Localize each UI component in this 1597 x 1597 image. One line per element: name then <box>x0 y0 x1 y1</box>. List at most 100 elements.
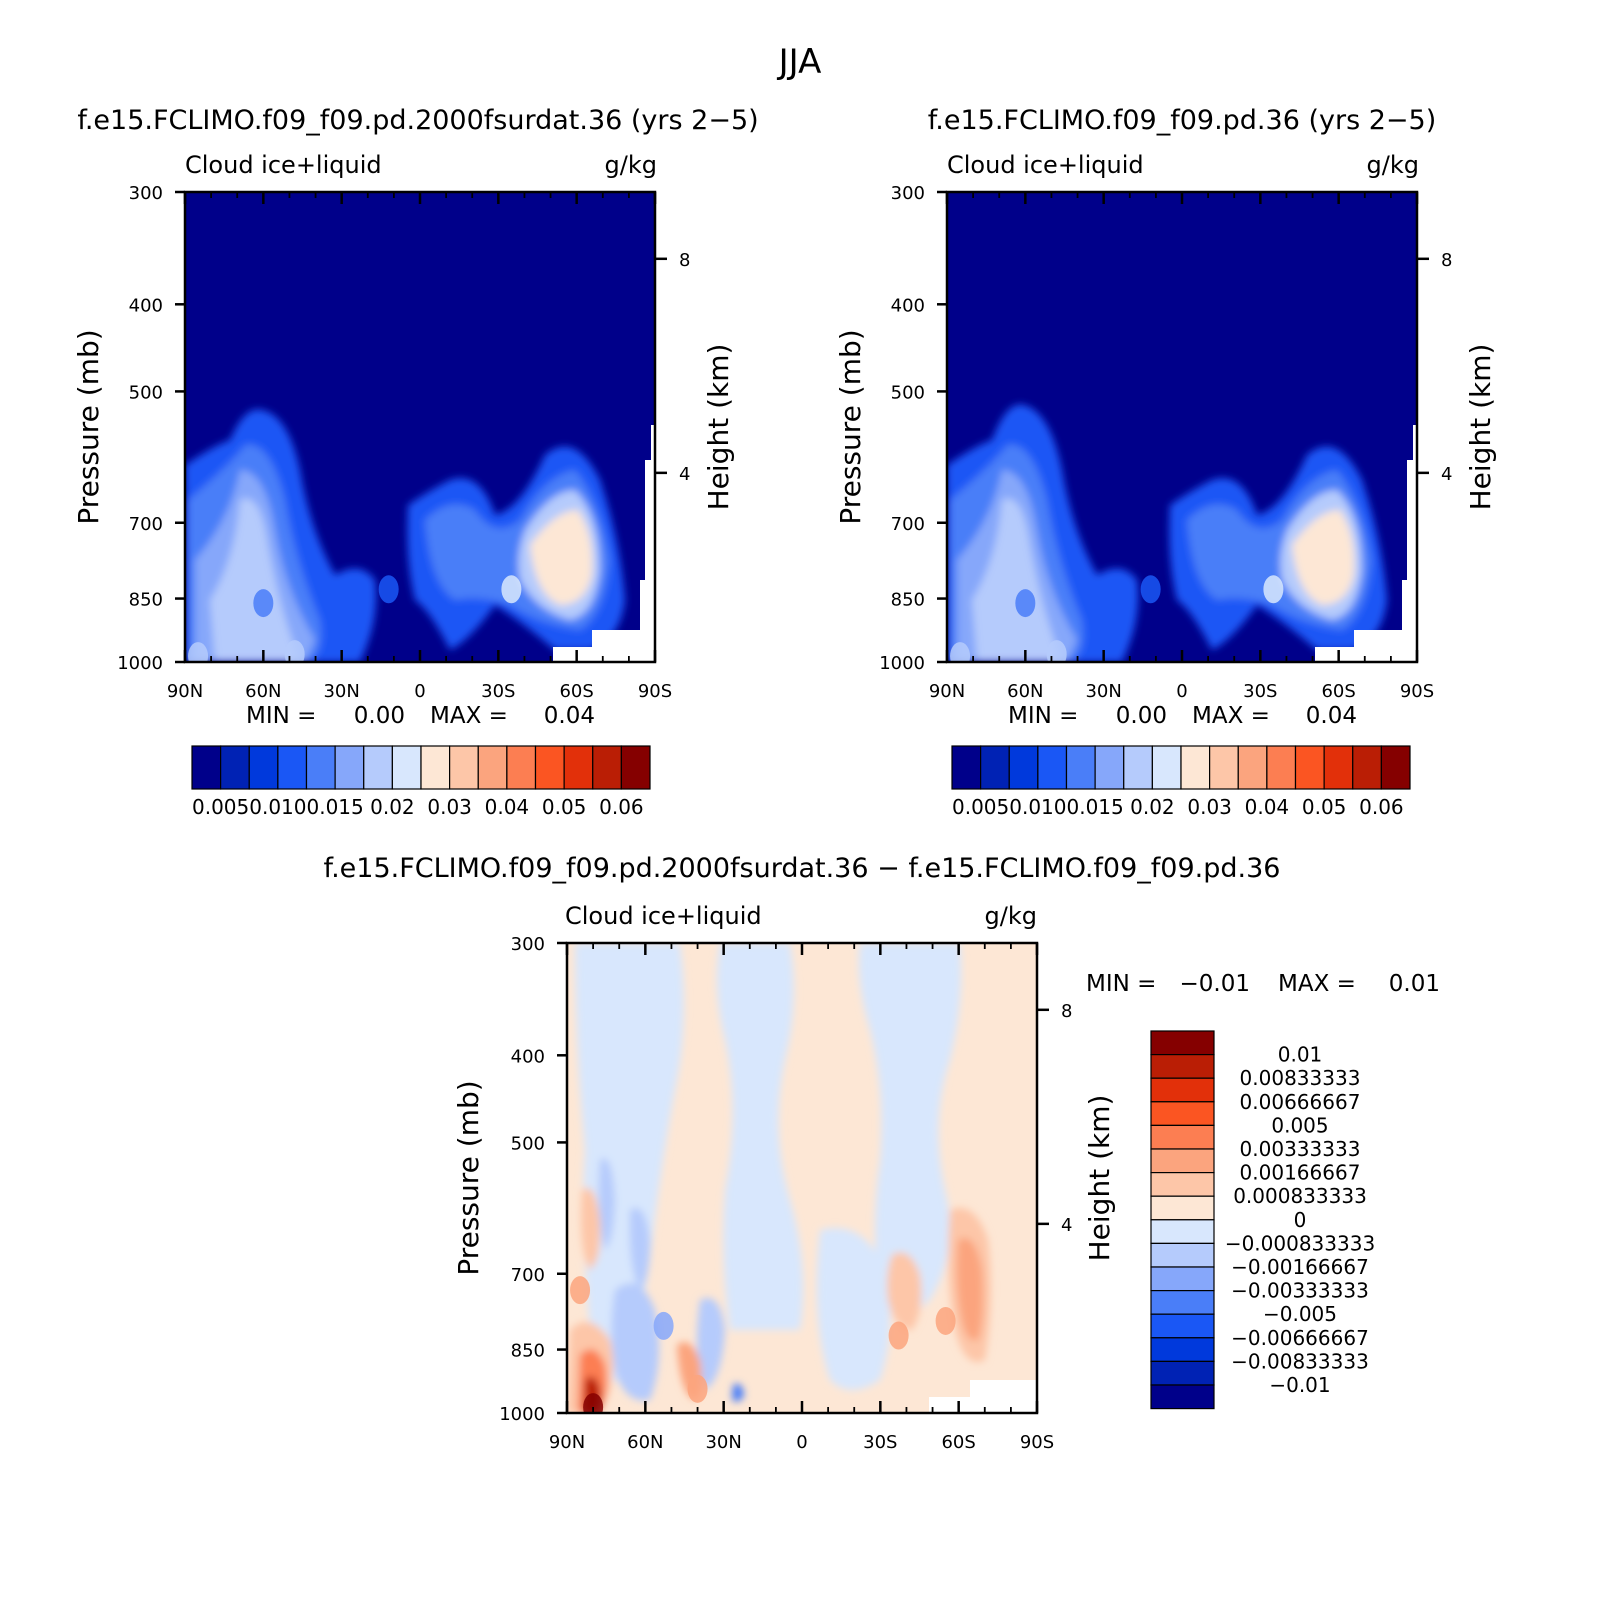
colorbar-swatch <box>363 745 393 790</box>
x-tick-label: 90N <box>549 1432 585 1453</box>
x-tick-label: 30S <box>1243 681 1277 702</box>
y-tick-label: 850 <box>511 1341 545 1362</box>
x-tick-label: 90N <box>167 681 203 702</box>
colorbar-swatch <box>1065 745 1096 790</box>
y-tick-label: 1000 <box>117 653 163 674</box>
contour-nh-core <box>972 498 1062 662</box>
x-tick-label: 90S <box>1400 681 1434 702</box>
x-tick-label: 30S <box>863 1432 897 1453</box>
data-marks <box>570 1276 956 1413</box>
x-tick-label: 60N <box>627 1432 663 1453</box>
y2-tick-label: 8 <box>679 250 690 271</box>
y2-axis-title: Height (km) <box>702 344 735 511</box>
colorbar-swatch <box>1151 745 1182 790</box>
colorbar-vertical: 0.010.008333330.006666670.0050.003333330… <box>1150 1030 1375 1410</box>
colorbar-swatch <box>1209 745 1239 790</box>
data-feature <box>888 1321 909 1350</box>
colorbar-swatch <box>980 745 1010 790</box>
y-tick-label: 400 <box>891 295 925 316</box>
y2-tick-label: 4 <box>679 464 690 485</box>
colorbar-swatch <box>592 745 622 790</box>
colorbar-label: 0.01 <box>1278 1043 1323 1067</box>
colorbar-swatch <box>1323 745 1354 790</box>
panel-top-right: f.e15.FCLIMO.f09_f09.pd.36 (yrs 2−5) Clo… <box>834 105 1497 819</box>
data-feature <box>583 1393 604 1413</box>
data-feature <box>570 1276 591 1305</box>
variable-label: Cloud ice+liquid <box>947 151 1144 179</box>
colorbar-label: −0.00666667 <box>1231 1326 1369 1350</box>
y-axis-title: Pressure (mb) <box>72 329 105 524</box>
colorbar-label: 0.06 <box>599 795 644 819</box>
colorbar-label: −0.00333333 <box>1231 1279 1369 1303</box>
contour-neg-low <box>611 1283 659 1401</box>
colorbar-label: 0.015 <box>1066 795 1123 819</box>
data-feature <box>935 1306 956 1335</box>
min-label: MIN = <box>246 703 316 729</box>
min-value: 0.00 <box>354 703 405 729</box>
y2-axis-title: Height (km) <box>1464 344 1497 511</box>
y2-tick-label: 4 <box>1061 1215 1072 1236</box>
panel-title: f.e15.FCLIMO.f09_f09.pd.2000fsurdat.36 (… <box>77 105 758 136</box>
contour-field <box>947 192 1417 662</box>
colorbar-label: 0.005 <box>1271 1113 1328 1137</box>
colorbar-swatch <box>477 745 508 790</box>
colorbar-swatch <box>220 745 250 790</box>
colorbar-swatch <box>334 745 365 790</box>
contour-pos-sh-core <box>956 1238 983 1341</box>
colorbar-swatch <box>191 745 222 790</box>
data-feature <box>687 1374 708 1403</box>
axis-ticks: 90N 60N 30N 0 30S 60S 90S 300 400 500 700 850 1000 8 4 <box>117 183 690 702</box>
colorbar-swatch <box>1150 1242 1215 1268</box>
x-tick-label: 30N <box>1085 681 1121 702</box>
x-tick-label: 60S <box>559 681 593 702</box>
contour-neg-low3 <box>696 1298 725 1390</box>
variable-label: Cloud ice+liquid <box>185 151 382 179</box>
colorbar-label: 0.03 <box>1187 795 1232 819</box>
data-feature <box>284 640 305 662</box>
x-tick-label: 0 <box>414 681 425 702</box>
x-tick-label: 90S <box>638 681 672 702</box>
data-feature <box>653 1311 674 1340</box>
data-feature <box>1140 575 1161 604</box>
colorbar-label: 0.02 <box>370 795 415 819</box>
colorbar-label: −0.005 <box>1263 1302 1337 1326</box>
colorbar-swatch <box>1123 745 1153 790</box>
missing-data-region <box>1315 425 1417 662</box>
contour-nh-core <box>210 498 300 662</box>
units-label: g/kg <box>985 902 1037 930</box>
colorbar-label: 0.005 <box>192 795 249 819</box>
colorbar-swatch <box>1237 745 1268 790</box>
colorbar-swatch <box>534 745 565 790</box>
variable-label: Cloud ice+liquid <box>565 902 762 930</box>
colorbar-label: 0.03 <box>427 795 472 819</box>
x-tick-label: 30S <box>481 681 515 702</box>
y-tick-label: 700 <box>129 514 163 535</box>
colorbar-swatch <box>1150 1171 1215 1197</box>
colorbar-swatch <box>1150 1101 1215 1127</box>
colorbar-label: −0.000833333 <box>1225 1231 1375 1255</box>
colorbar-swatch <box>1266 745 1297 790</box>
colorbar: 0.005 0.010 0.015 0.02 0.03 0.04 0.05 0.06 <box>951 745 1411 819</box>
colorbar-swatch <box>1037 745 1068 790</box>
x-tick-label: 60N <box>1007 681 1043 702</box>
colorbar-swatch <box>1294 745 1325 790</box>
colorbar-label: −0.00833333 <box>1231 1349 1369 1373</box>
colorbar-swatch <box>1150 1030 1215 1056</box>
min-value: 0.00 <box>1116 703 1167 729</box>
page-title: JJA <box>777 42 822 82</box>
units-label: g/kg <box>605 151 657 179</box>
y-tick-label: 300 <box>129 183 163 204</box>
axis-ticks: 90N 60N 30N 0 30S 60S 90S 300 400 500 700 850 1000 8 4 <box>499 934 1072 1453</box>
data-feature <box>1015 589 1036 618</box>
colorbar-swatch <box>951 745 982 790</box>
y-axis-title: Pressure (mb) <box>834 329 867 524</box>
y2-tick-label: 8 <box>1061 1001 1072 1022</box>
x-tick-label: 60S <box>1321 681 1355 702</box>
colorbar-swatch <box>1352 745 1382 790</box>
contour-neg-mid <box>716 943 804 1330</box>
colorbar-label: 0.010 <box>249 795 306 819</box>
x-tick-label: 30N <box>705 1432 741 1453</box>
colorbar-swatch <box>563 745 594 790</box>
units-label: g/kg <box>1367 151 1419 179</box>
